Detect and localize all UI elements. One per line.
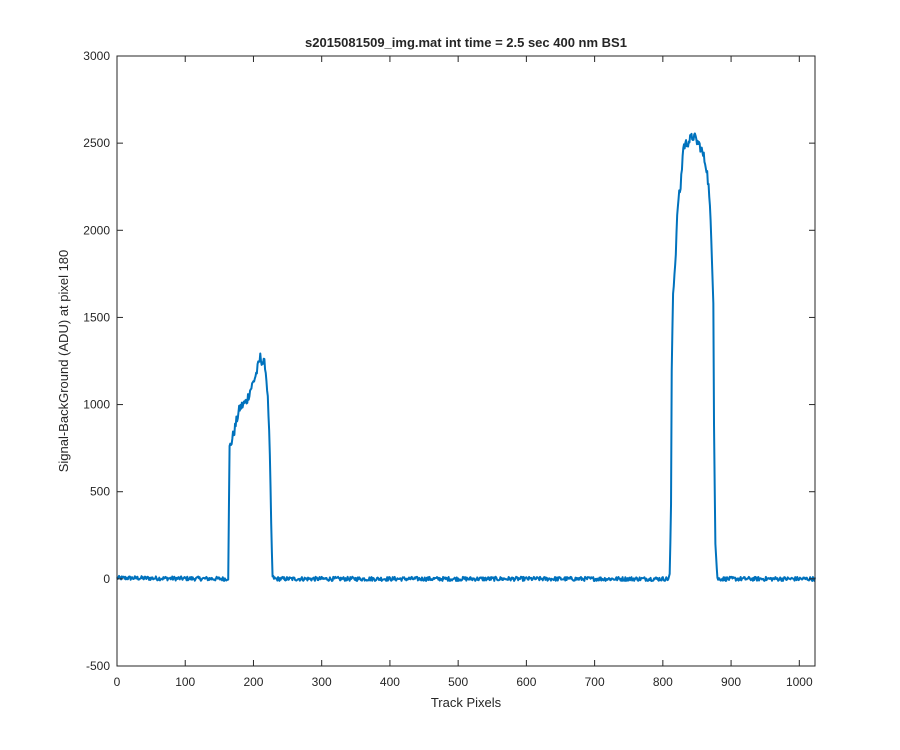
x-axis-label: Track Pixels: [431, 695, 502, 710]
y-tick-label: 3000: [83, 49, 110, 63]
x-tick-label: 600: [516, 675, 536, 689]
y-tick-label: -500: [86, 659, 110, 673]
series-line-0: [116, 132, 816, 582]
y-tick-label: 500: [90, 485, 110, 499]
x-tick-label: 1000: [786, 675, 813, 689]
chart-title: s2015081509_img.mat int time = 2.5 sec 4…: [305, 35, 627, 50]
y-tick-label: 1000: [83, 398, 110, 412]
y-tick-label: 2000: [83, 223, 110, 237]
axes-box: [116, 55, 816, 667]
x-tick-label: 100: [175, 675, 195, 689]
x-tick-label: 0: [114, 675, 121, 689]
y-tick-label: 2500: [83, 136, 110, 150]
x-tick-label: 300: [312, 675, 332, 689]
x-tick-label: 800: [653, 675, 673, 689]
x-tick-label: 700: [585, 675, 605, 689]
y-tick-label: 1500: [83, 310, 110, 324]
x-tick-label: 200: [243, 675, 263, 689]
x-tick-label: 400: [380, 675, 400, 689]
y-axis-label: Signal-BackGround (ADU) at pixel 180: [56, 250, 71, 473]
x-tick-label: 500: [448, 675, 468, 689]
plot-area: [116, 132, 816, 582]
y-tick-label: 0: [103, 572, 110, 586]
axes: 0 100 200 300 400 500 600 700 800 900 1000 -500 0 500…: [83, 49, 816, 689]
x-tick-label: 900: [721, 675, 741, 689]
